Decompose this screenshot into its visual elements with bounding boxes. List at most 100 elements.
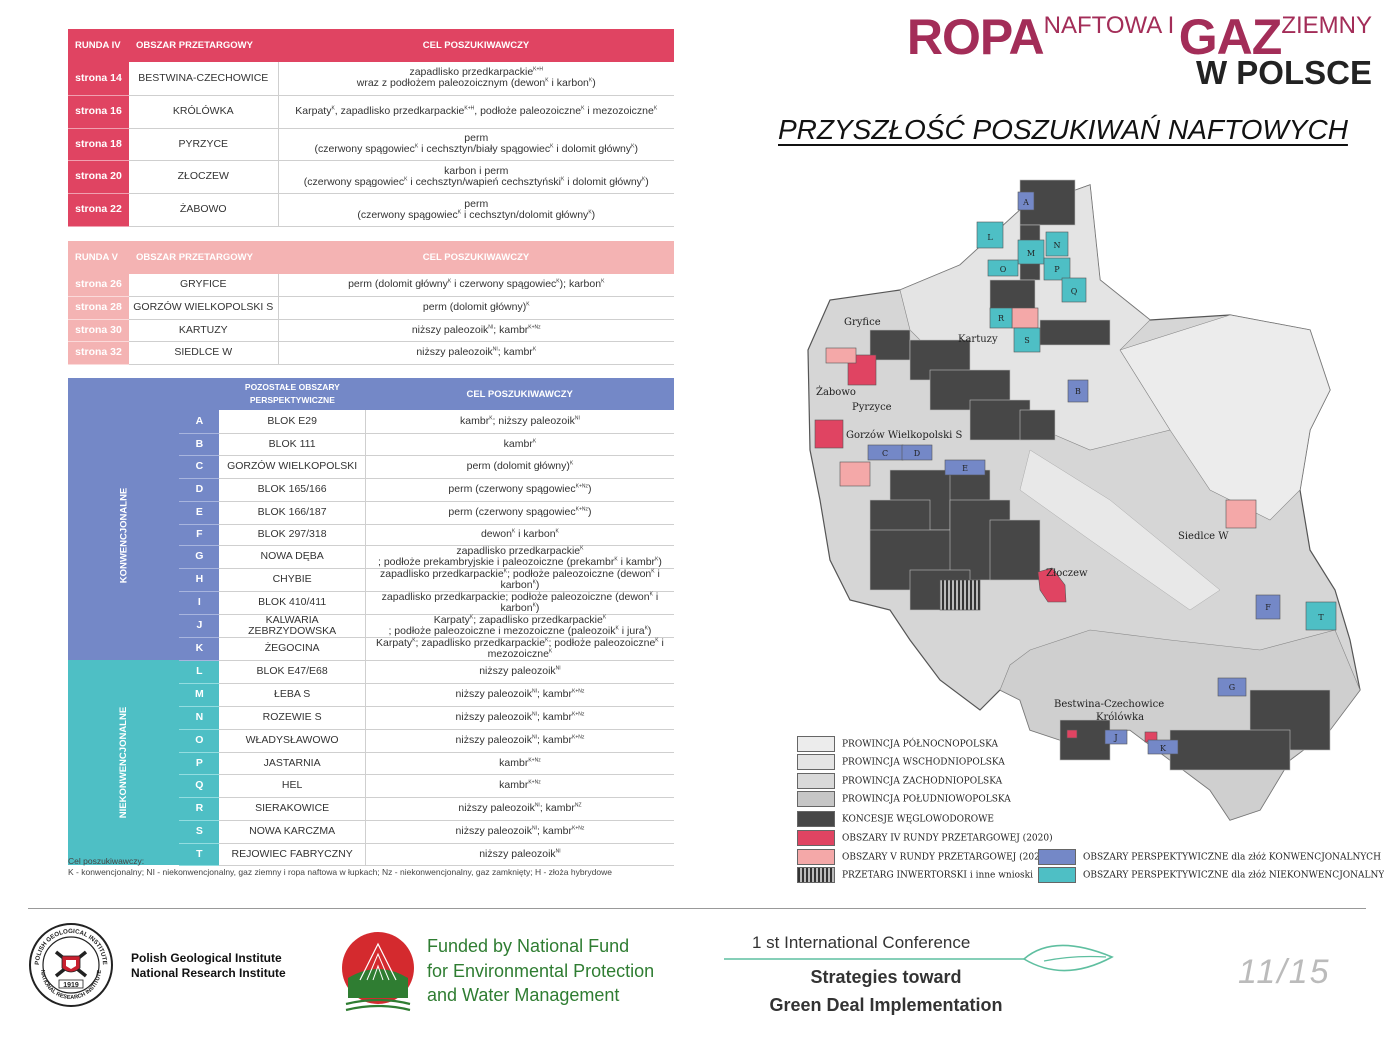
target-cell: niższy paleozoikNI; kambrK+Nz <box>365 729 674 753</box>
target-cell: niższy paleozoikNI; kambrK+Nz <box>365 706 674 730</box>
target-cell: kambrK <box>365 433 674 456</box>
area-name: BLOK 165/166 <box>219 478 366 502</box>
area-r <box>989 307 1013 329</box>
area-header: OBSZAR PRZETARGOWY <box>129 29 278 62</box>
area-kartuzy <box>1011 307 1039 329</box>
legend-swatch <box>797 736 835 752</box>
area-name: BESTWINA-CZECHOWICE <box>129 62 279 96</box>
area-name: ŻABOWO <box>129 193 279 227</box>
target-cell: niższy paleozoikNI; kambrK+Nz <box>365 683 674 707</box>
map-letter-n: N <box>1054 241 1061 250</box>
area-e <box>944 459 986 476</box>
area-name: BLOK E47/E68 <box>219 660 366 684</box>
area-letter: K <box>179 637 220 661</box>
table-row: B BLOK 111 kambrK <box>68 433 674 456</box>
runda-v-header: RUNDA V <box>68 241 129 274</box>
table-row: Q HEL kambrK+Nz <box>68 774 674 798</box>
table-row: H CHYBIE zapadlisko przedkarpackieK; pod… <box>68 568 674 592</box>
title-ropa: ROPA <box>906 9 1045 65</box>
page-ref[interactable]: strona 28 <box>68 296 129 320</box>
legend-swatch <box>797 811 835 827</box>
legend-item: PRZETARG INWERTORSKI i inne wnioski <box>797 867 1033 883</box>
pgi-name: Polish Geological Institute National Res… <box>131 951 286 980</box>
map-letter-j: J <box>1113 733 1117 742</box>
legend-item: KONCESJE WĘGLOWODOROWE <box>797 811 994 827</box>
runda-v-table: RUNDA V OBSZAR PRZETARGOWY CEL POSZUKIWA… <box>68 241 674 365</box>
title-w-polsce: W POLSCE <box>1195 54 1372 91</box>
table-row: M ŁEBA S niższy paleozoikNI; kambrK+Nz <box>68 683 674 707</box>
legend-swatch <box>797 754 835 770</box>
area-name: KARTUZY <box>129 319 279 342</box>
map-label-krolowka: Królówka <box>1096 712 1144 723</box>
target-cell: kambrK; niższy paleozoikNI <box>365 410 674 434</box>
page-ref[interactable]: strona 26 <box>68 274 129 297</box>
legend-swatch <box>797 773 835 789</box>
target-cell: perm (czerwony spągowiecK+Nz) <box>365 478 674 502</box>
area-name: BLOK 111 <box>219 433 366 456</box>
area-o <box>987 259 1019 277</box>
area-f <box>1255 594 1281 620</box>
target-cell: KarpatyK, zapadlisko przedkarpackieK+H, … <box>278 95 674 129</box>
area-letter: F <box>179 524 220 546</box>
page-ref[interactable]: strona 32 <box>68 341 129 365</box>
area-name: BLOK E29 <box>219 410 366 434</box>
target-header: CEL POSZUKIWAWCZY <box>278 29 674 62</box>
group-unconventional-label: NIEKONWENCJONALNE <box>68 660 180 865</box>
area-letter: E <box>179 501 220 525</box>
area-name: GRYFICE <box>129 274 279 297</box>
area-name: SIEDLCE W <box>129 341 279 365</box>
legend-item: PROWINCJA WSCHODNIOPOLSKA <box>797 754 1005 770</box>
table-row: F BLOK 297/318 dewonK i karbonK <box>68 524 674 546</box>
concession <box>1169 729 1291 771</box>
map-letter-o: O <box>1000 265 1007 274</box>
area-siedlce-w <box>1225 499 1257 529</box>
area-name: NOWA KARCZMA <box>219 820 366 844</box>
table-row: G NOWA DĘBA zapadlisko przedkarpackieK; … <box>68 545 674 569</box>
map-letter-a: A <box>1022 198 1029 207</box>
area-name: ŻEGOCINA <box>219 637 366 661</box>
area-n <box>1045 231 1069 257</box>
target-cell: niższy paleozoikNI; kambrK+Nz <box>365 820 674 844</box>
area-name: BLOK 166/187 <box>219 501 366 525</box>
area-b <box>1067 379 1089 403</box>
table-row: D BLOK 165/166 perm (czerwony spągowiecK… <box>68 478 674 502</box>
legend-swatch <box>797 791 835 807</box>
table-row: I BLOK 410/411 zapadlisko przedkarpackie… <box>68 591 674 615</box>
map-label-bestwina: Bestwina-Czechowice <box>1054 699 1164 710</box>
area-letter: J <box>179 614 220 638</box>
map-letter-p: P <box>1054 265 1060 274</box>
legend-item: OBSZARY IV RUNDY PRZETARGOWEJ (2020) <box>797 830 1053 846</box>
title-gaz: GAZ <box>1178 9 1283 65</box>
table-row: N ROZEWIE S niższy paleozoikNI; kambrK+N… <box>68 706 674 730</box>
concession <box>1059 719 1111 761</box>
page-number: 11/15 <box>1238 953 1331 991</box>
page-ref[interactable]: strona 22 <box>68 193 129 227</box>
target-cell: kambrK+Nz <box>365 752 674 775</box>
area-letter: M <box>179 683 220 707</box>
area-letter: O <box>179 729 220 753</box>
target-cell: perm (dolomit główny)K <box>278 296 674 320</box>
table-row: KONWENCJONALNE A BLOK E29 kambrK; niższy… <box>68 410 674 660</box>
map-label-siedlce: Siedlce W <box>1178 531 1229 542</box>
page-ref[interactable]: strona 16 <box>68 95 129 129</box>
area-name: REJOWIEC FABRYCZNY <box>219 843 366 866</box>
page-ref[interactable]: strona 14 <box>68 62 129 96</box>
area-letter: R <box>179 797 220 821</box>
table-row: strona 26 GRYFICE perm (dolomit głównyK … <box>68 274 674 297</box>
target-cell: perm (dolomit głównyK i czerwony spągowi… <box>278 274 674 297</box>
area-name: KRÓLÓWKA <box>129 95 279 129</box>
area-gorzow-s <box>839 461 871 487</box>
target-cell: niższy paleozoikNI <box>365 660 674 684</box>
area-d <box>901 444 933 461</box>
target-cell: zapadlisko przedkarpackieK; podłoże prek… <box>365 545 674 569</box>
concession <box>1039 319 1111 346</box>
target-cell: KarpatyK; zapadlisko przedkarpackieK; po… <box>365 614 674 638</box>
page-ref[interactable]: strona 20 <box>68 160 129 194</box>
page-ref[interactable]: strona 18 <box>68 128 129 161</box>
target-cell: zapadlisko przedkarpackieK+H wraz z podło… <box>278 62 674 96</box>
group-conventional-label: KONWENCJONALNE <box>68 410 180 660</box>
area-letter: S <box>179 820 220 844</box>
title-naftowa: NAFTOWA I <box>1043 12 1175 39</box>
page-ref[interactable]: strona 30 <box>68 319 129 342</box>
area-letter: H <box>179 568 220 592</box>
